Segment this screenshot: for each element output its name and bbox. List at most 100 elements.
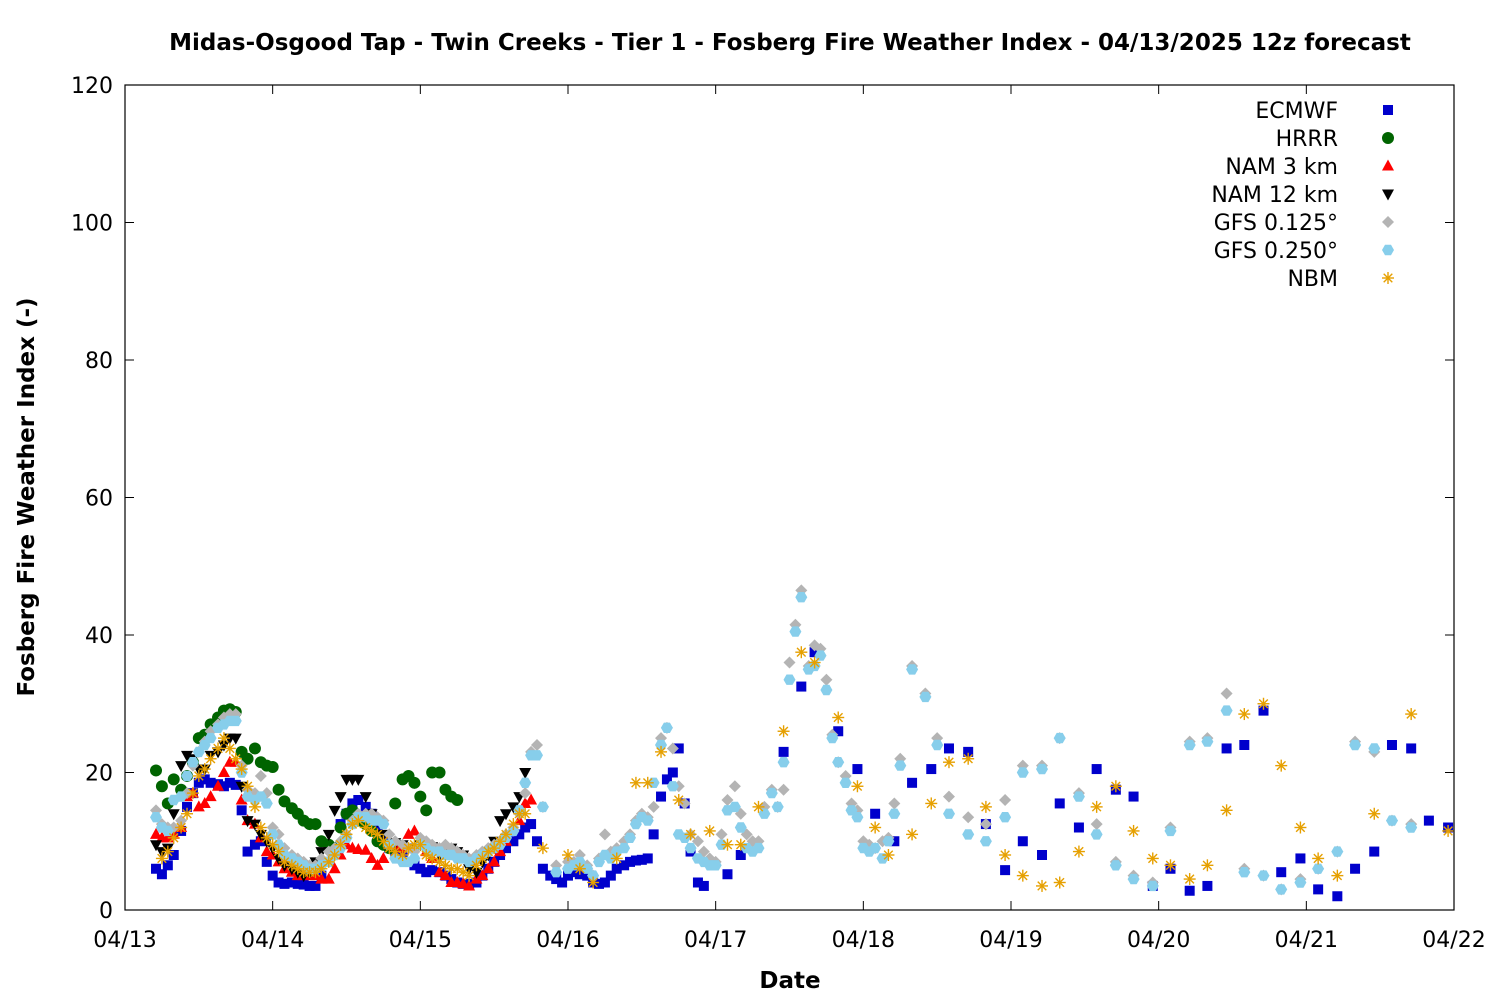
data-point (235, 781, 248, 793)
data-point (678, 832, 691, 843)
data-point (292, 878, 303, 889)
data-point (242, 846, 253, 857)
data-point (943, 743, 954, 754)
data-point (347, 798, 358, 809)
data-point (279, 878, 290, 889)
x-tick-label: 04/20 (1127, 928, 1190, 953)
data-point (795, 592, 808, 603)
data-point (1220, 687, 1233, 700)
data-point (536, 842, 549, 855)
data-point (322, 829, 335, 841)
data-point (1294, 821, 1307, 834)
data-point (186, 757, 199, 768)
data-point (962, 752, 975, 765)
data-point (389, 797, 402, 810)
data-point (619, 860, 630, 871)
data-point (525, 793, 538, 805)
data-point (248, 800, 261, 813)
data-point (979, 800, 992, 813)
axis-ticks: 0 20 40 60 80 100 120 04/13 04/14 04/15 04/16 04/17… (71, 74, 1486, 953)
data-point (241, 752, 254, 765)
data-point (1220, 705, 1233, 716)
data-point (204, 790, 217, 802)
data-point (161, 845, 174, 858)
data-point (229, 733, 242, 745)
data-point (167, 831, 180, 844)
data-point (198, 796, 211, 808)
data-point (888, 797, 901, 810)
data-point (273, 877, 284, 888)
data-point (218, 781, 229, 792)
data-point (962, 811, 975, 824)
data-point (212, 742, 225, 755)
data-point (217, 766, 230, 777)
data-point (192, 769, 205, 782)
data-point (470, 867, 483, 879)
data-point (598, 828, 611, 841)
data-point (298, 879, 309, 890)
data-point (499, 809, 512, 821)
data-point (162, 860, 173, 871)
data-point (175, 821, 188, 834)
data-point (167, 809, 180, 821)
data-point (735, 850, 746, 860)
data-point (1406, 743, 1417, 754)
data-point (530, 739, 543, 751)
data-point (1312, 852, 1325, 865)
data-point (630, 855, 641, 866)
data-point (1072, 791, 1085, 802)
data-point (377, 818, 390, 830)
data-point (587, 870, 600, 881)
data-point (494, 816, 507, 828)
data-point (795, 646, 808, 659)
data-point (709, 860, 722, 871)
data-point (1017, 836, 1028, 847)
data-point (778, 746, 789, 757)
data-point (789, 626, 802, 637)
data-point (1350, 863, 1361, 874)
data-point (1109, 860, 1122, 871)
data-point (377, 851, 390, 863)
data-point (765, 787, 778, 799)
data-point (551, 874, 562, 885)
x-tick-label: 04/16 (536, 928, 599, 953)
x-axis-label: Date (759, 968, 820, 994)
plot-frame (124, 84, 1455, 911)
data-point (230, 779, 241, 790)
legend-label-nam-3-km: NAM 3 km (1225, 155, 1338, 180)
data-point (1164, 825, 1177, 837)
data-point (1405, 822, 1418, 833)
y-tick-label: 40 (85, 624, 113, 649)
data-point (175, 761, 188, 773)
data-point (328, 862, 341, 874)
data-point (427, 865, 438, 876)
data-point (1442, 824, 1455, 837)
data-point (728, 780, 741, 793)
data-point (420, 804, 433, 817)
data-point (734, 822, 747, 833)
data-point (783, 656, 796, 669)
data-point (217, 732, 230, 745)
data-point (167, 773, 180, 786)
data-point (703, 824, 716, 837)
data-point (587, 876, 600, 889)
data-point (882, 836, 895, 847)
data-point (1239, 740, 1250, 750)
data-point (1183, 739, 1196, 751)
data-point (224, 777, 235, 788)
data-point (777, 725, 790, 738)
data-point (979, 818, 992, 831)
data-point (249, 839, 260, 850)
data-point (839, 777, 852, 788)
data-point (499, 828, 512, 841)
data-point (808, 656, 821, 669)
y-tick-label: 100 (71, 212, 113, 237)
data-point (433, 865, 446, 877)
data-point (942, 756, 955, 769)
data-point (925, 797, 938, 810)
data-point (352, 774, 365, 786)
data-point (150, 812, 162, 823)
x-tick-label: 04/17 (684, 928, 747, 953)
y-tick-label: 120 (71, 74, 113, 99)
